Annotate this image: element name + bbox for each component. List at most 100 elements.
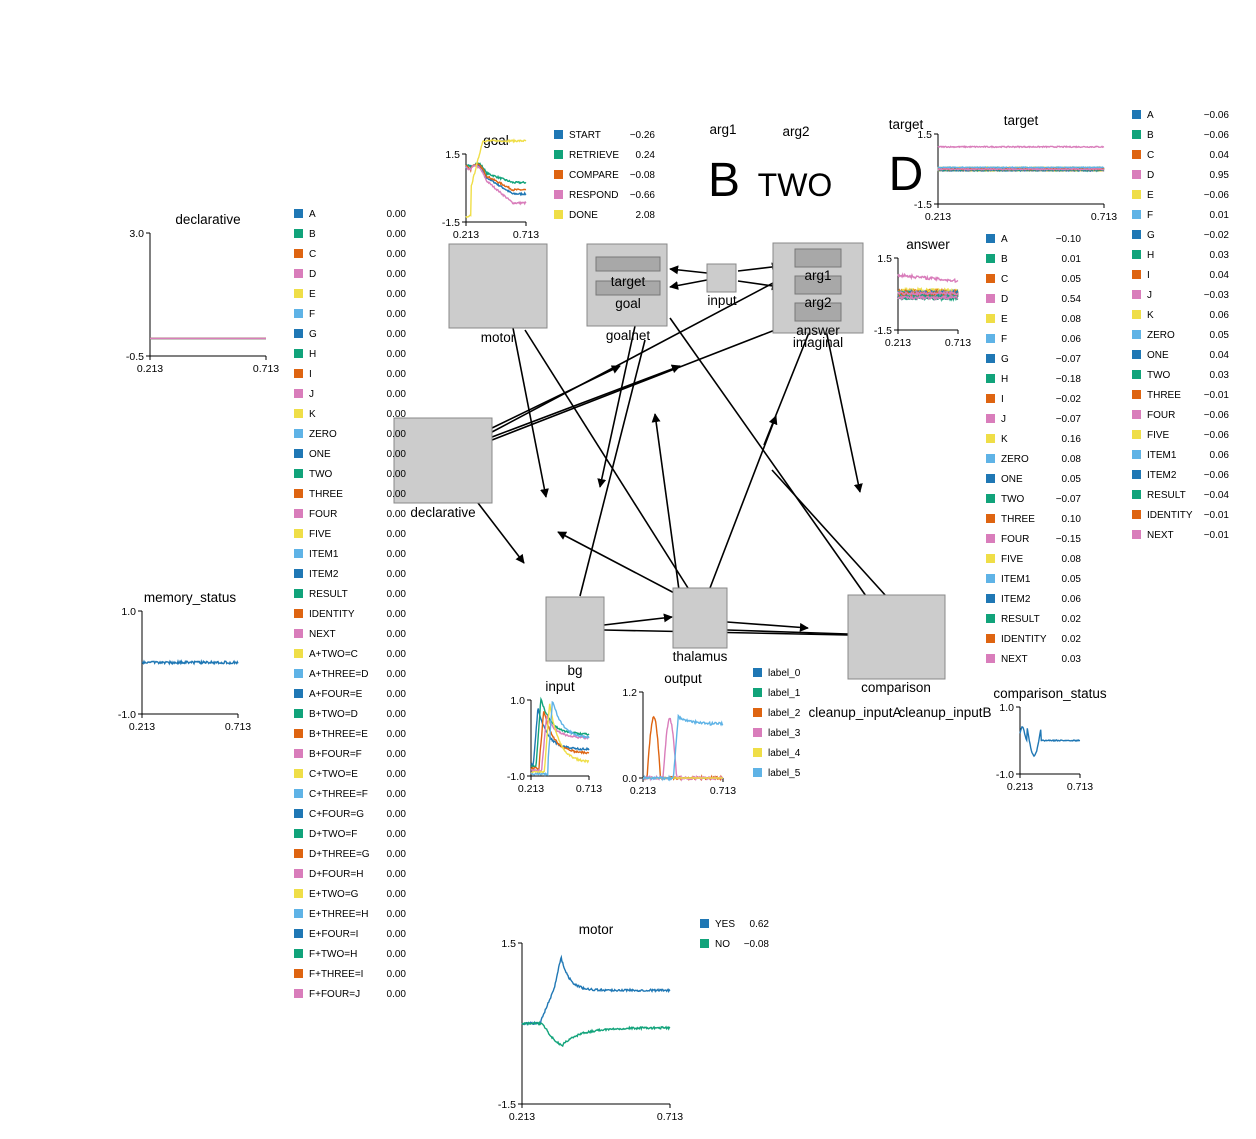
legend-label: ITEM2 [309,569,339,580]
legend-swatch [1132,290,1141,299]
x-tick-label: 0.713 [225,721,251,733]
imaginal-arg1-ensemble[interactable] [794,248,842,268]
legend-swatch [986,314,995,323]
legend-label: A [1147,110,1154,121]
legend-label: A+FOUR=E [309,689,363,700]
legend-value: 0.08 [1062,314,1082,325]
legend-label: ITEM2 [1001,594,1031,605]
legend-value: 0.00 [387,849,407,860]
x-tick-label: 0.213 [1007,781,1033,793]
legend-label: TWO [1001,494,1025,505]
target-pointer-display[interactable]: target D [889,117,924,201]
declarative-network[interactable]: declarative [393,417,493,520]
legend-value: 0.00 [387,309,407,320]
legend-label: A [1001,234,1008,245]
legend-value: 0.00 [387,629,407,640]
legend-value: 0.02 [1062,634,1082,645]
motor-network[interactable]: motor [448,243,548,345]
comparison-network[interactable]: comparison cleanup_inputA cleanup_inputB [808,594,992,720]
legend-value: −0.03 [1204,290,1230,301]
legend-label: D [309,269,316,280]
legend-label: K [1001,434,1008,445]
legend-value: 0.06 [1210,310,1230,321]
plot-thalamus-output[interactable]: output 1.2 0.00.213 0.713 label_0 label_1labe… [622,668,801,797]
legend-label: E [309,289,316,300]
legend-value: 0.03 [1210,250,1230,261]
bg-network[interactable]: bg [545,596,605,678]
legend-label: C [309,249,316,260]
x-tick-label: 0.213 [137,363,163,375]
x-tick-label: 0.213 [518,783,544,795]
arg2-pointer-display[interactable]: arg2 TWO [758,124,833,203]
legend-value: 0.00 [387,829,407,840]
plot-motor[interactable]: motor 1.5 -1.50.213 0.713 YES 0.62 NO −0.08 [498,919,770,1123]
trace-retrieve [465,161,527,185]
legend-label: RESPOND [569,190,618,201]
legend-value: −0.07 [1056,354,1082,365]
legend-swatch [1132,330,1141,339]
legend-value: −0.66 [630,190,656,201]
goalnet-network[interactable]: target goal goalnet [586,243,668,343]
legend-swatch [294,369,303,378]
y-tick-label: -1.0 [507,771,525,783]
comparison-network-label: comparison [861,680,931,695]
legend-swatch [294,649,303,658]
legend-label: I [309,369,312,380]
conn-thalamus-declarative [557,531,681,597]
declarative-network-label: declarative [410,505,475,520]
legend-swatch [294,969,303,978]
legend-swatch [294,949,303,958]
conn-thalamus-comparison-2 [726,629,849,635]
arg1-pointer-display[interactable]: arg1 B [708,122,740,207]
plot-answer[interactable]: answer 1.5 -1.50.213 0.713 A −0.10 B 0.01 C 0.05 D… [874,234,1082,665]
legend-swatch [1132,430,1141,439]
goalnet-goal-ensemble[interactable] [595,280,661,296]
imaginal-arg1-label: arg1 [804,268,831,283]
trace-item1 [937,165,1104,170]
legend-label: FIVE [1147,430,1170,441]
legend-swatch [294,469,303,478]
legend-swatch [986,294,995,303]
legend-label: F [1001,334,1007,345]
legend-swatch [753,768,762,777]
x-tick-label: 0.713 [576,783,602,795]
plot-title: declarative [175,212,240,227]
imaginal-arg2-ensemble[interactable] [794,275,842,295]
target-pointer-title: target [889,117,924,132]
legend-label: C [1147,150,1154,161]
trace-d [897,272,959,283]
legend-value: 0.00 [387,509,407,520]
legend-value: 0.00 [387,389,407,400]
legend-swatch [986,454,995,463]
legend-label: TWO [309,469,333,480]
legend-label: H [1147,250,1154,261]
plot-target[interactable]: target 1.5 -1.50.213 0.713 A −0.06 B −0.06 C 0.04… [914,110,1230,541]
legend-value: 0.00 [387,209,407,220]
goalnet-target-ensemble[interactable] [595,256,661,272]
legend-label: C+TWO=E [309,769,358,780]
legend-value: 0.01 [1062,254,1082,265]
trace-done [465,138,527,219]
plot-bg-input[interactable]: input 1.0 -1.00.213 0.713 [507,679,602,795]
legend-swatch [986,574,995,583]
legend-value: 0.00 [387,369,407,380]
legend-label: RETRIEVE [569,150,619,161]
imaginal-network[interactable]: arg1 arg2 answer imaginal [772,242,864,350]
legend-value: 0.06 [1210,450,1230,461]
input-node[interactable]: input [706,263,737,308]
legend-label: D+TWO=F [309,829,357,840]
legend-label: G [1001,354,1009,365]
legend-label: E [1147,190,1154,201]
legend-swatch [294,329,303,338]
conn-declarative-bg [477,502,525,564]
plot-memory-status[interactable]: memory_status 1.0 -1.00.213 0.713 [118,590,251,733]
legend-swatch [294,609,303,618]
imaginal-answer-ensemble[interactable] [794,302,842,322]
legend-swatch [554,150,563,159]
thalamus-network[interactable]: thalamus [672,587,728,664]
legend-value: −0.06 [1204,430,1230,441]
